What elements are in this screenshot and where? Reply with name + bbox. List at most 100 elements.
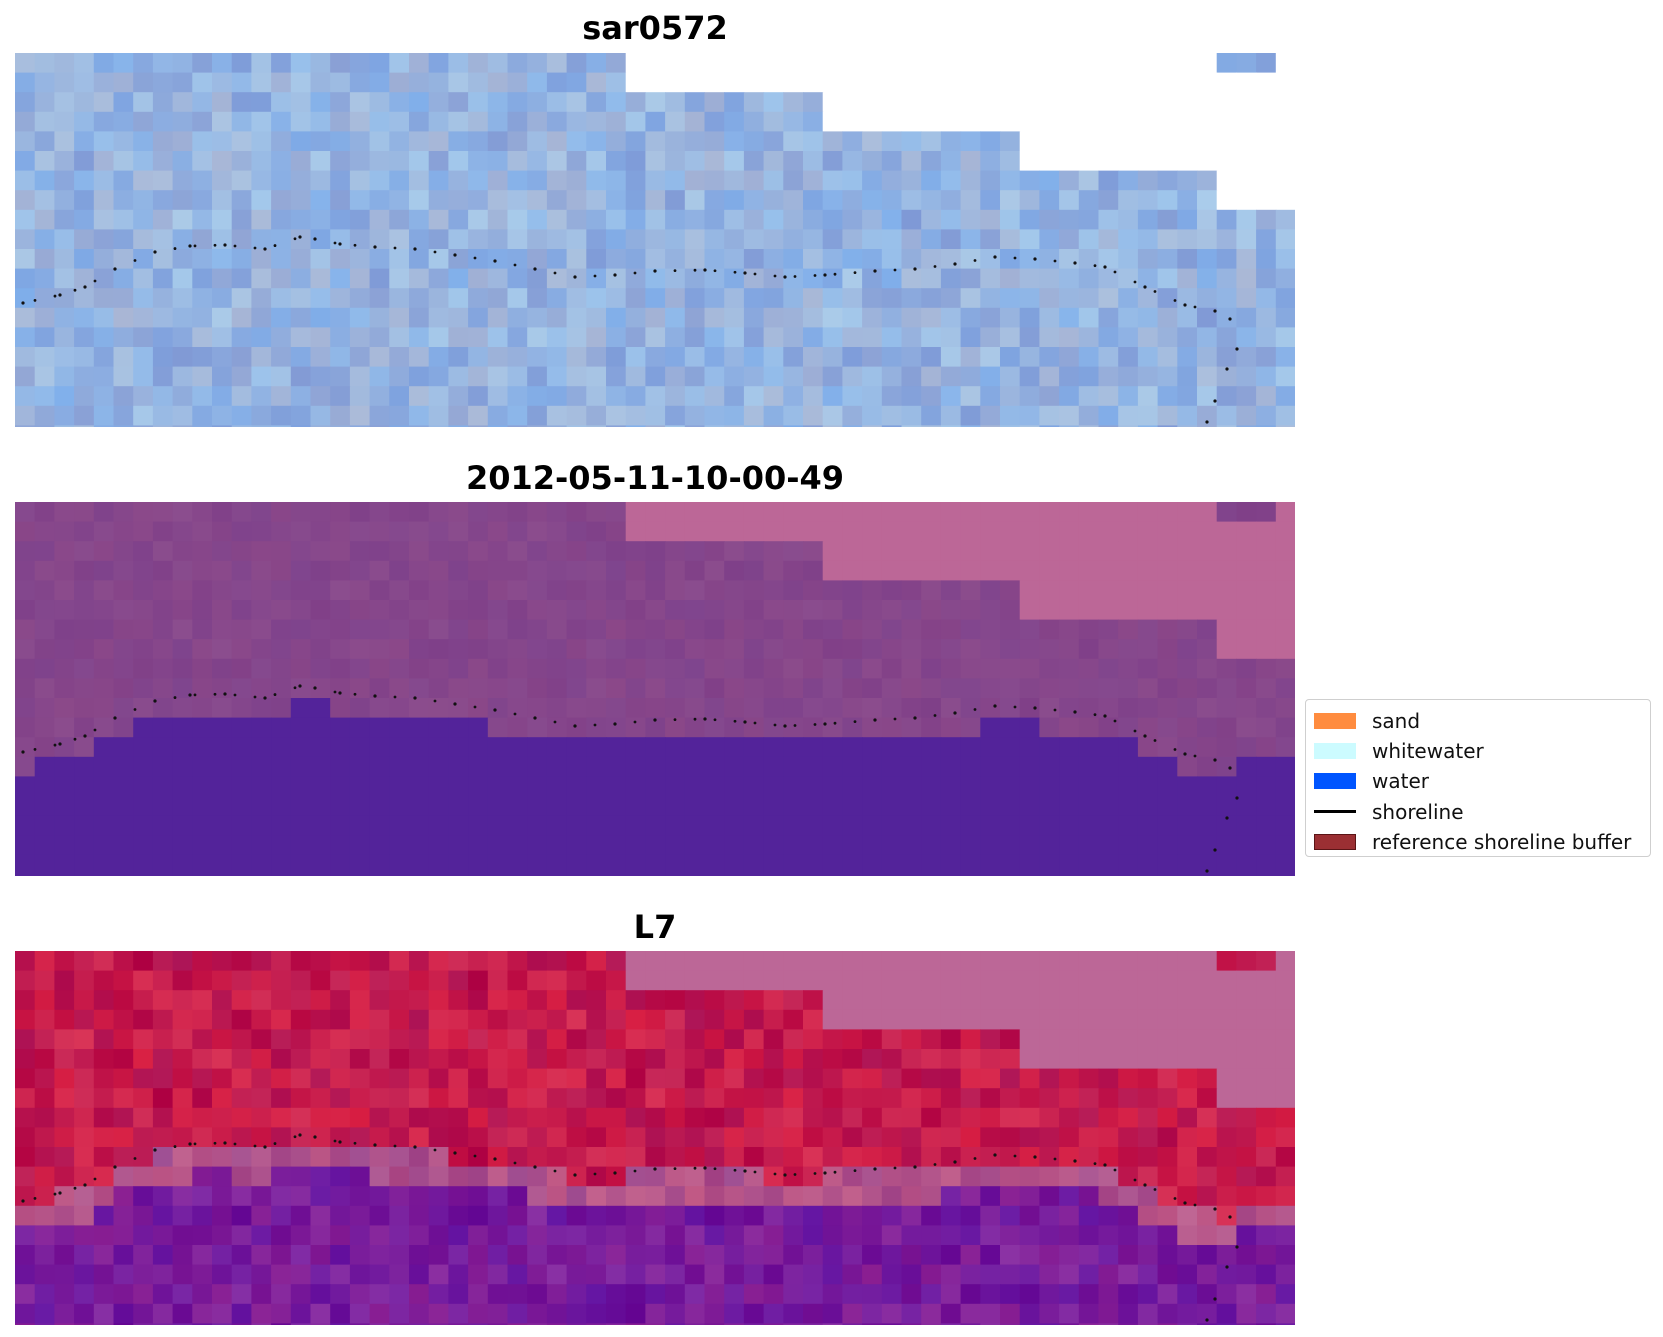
pixel-cell — [803, 776, 824, 797]
pixel-cell — [1039, 111, 1060, 132]
pixel-cell — [152, 1323, 174, 1325]
pixel-cell — [448, 560, 469, 581]
pixel-cell — [330, 521, 351, 542]
pixel-cell — [1216, 1264, 1237, 1285]
pixel-cell — [133, 1009, 154, 1030]
pixel-cell — [1157, 951, 1178, 972]
pixel-cell — [783, 737, 804, 758]
pixel-cell — [507, 521, 528, 542]
pixel-cell — [625, 1107, 646, 1128]
pixel-cell — [330, 209, 351, 230]
pixel-cell — [507, 268, 528, 289]
shoreline-point — [873, 269, 877, 273]
pixel-cell — [74, 1323, 95, 1325]
pixel-cell — [74, 209, 95, 230]
pixel-cell — [74, 288, 95, 309]
pixel-cell — [428, 327, 449, 348]
pixel-cell — [704, 307, 725, 328]
pixel-cell — [468, 541, 489, 562]
pixel-cell — [822, 970, 843, 991]
pixel-cell — [803, 796, 824, 817]
pixel-cell — [231, 580, 252, 601]
pixel-cell — [15, 190, 36, 211]
pixel-cell — [290, 53, 312, 74]
pixel-cell — [665, 131, 686, 152]
pixel-cell — [1197, 327, 1218, 348]
pixel-cell — [1019, 990, 1040, 1011]
pixel-cell — [763, 521, 784, 542]
pixel-cell — [625, 1068, 646, 1089]
pixel-cell — [1000, 366, 1021, 387]
shoreline-point — [133, 708, 137, 711]
pixel-cell — [546, 131, 568, 152]
pixel-cell — [862, 1284, 883, 1305]
pixel-cell — [290, 209, 312, 230]
shoreline-point — [793, 724, 797, 727]
pixel-cell — [704, 249, 725, 270]
pixel-cell — [231, 619, 252, 640]
pixel-cell — [389, 970, 410, 991]
shoreline-point — [823, 722, 827, 726]
pixel-cell — [901, 229, 922, 250]
pixel-cell — [487, 307, 509, 328]
shoreline-point — [413, 1145, 417, 1149]
pixel-cell — [1256, 1284, 1277, 1305]
pixel-cell — [54, 1147, 75, 1168]
pixel-cell — [1256, 678, 1277, 699]
pixel-cell — [93, 698, 115, 719]
pixel-cell — [842, 1166, 863, 1187]
pixel-cell — [1216, 229, 1237, 250]
pixel-cell — [1197, 170, 1218, 191]
pixel-cell — [822, 386, 843, 407]
pixel-cell — [133, 209, 154, 230]
pixel-cell — [212, 405, 233, 426]
pixel-cell — [527, 1107, 548, 1128]
shoreline-point — [633, 271, 637, 275]
pixel-cell — [15, 53, 36, 74]
pixel-cell — [152, 1068, 174, 1089]
pixel-cell — [349, 970, 371, 991]
shoreline-point — [53, 294, 57, 298]
pixel-cell — [133, 541, 154, 562]
pixel-cell — [271, 1049, 292, 1070]
pixel-cell — [487, 92, 509, 113]
pixel-cell — [763, 131, 784, 152]
pixel-cell — [1039, 327, 1060, 348]
pixel-cell — [1177, 307, 1198, 328]
pixel-cell — [271, 990, 292, 1011]
pixel-cell — [487, 405, 509, 426]
pixel-cell — [625, 658, 646, 679]
pixel-cell — [1078, 170, 1100, 191]
pixel-cell — [369, 170, 390, 191]
pixel-cell — [1177, 229, 1198, 250]
pixel-cell — [1256, 268, 1277, 289]
pixel-cell — [1197, 1303, 1218, 1324]
pixel-cell — [487, 170, 509, 191]
pixel-cell — [487, 1205, 509, 1226]
pixel-cell — [1197, 1264, 1218, 1285]
pixel-cell — [724, 366, 745, 387]
pixel-cell — [743, 1166, 765, 1187]
pixel-cell — [251, 737, 272, 758]
pixel-cell — [901, 1264, 922, 1285]
pixel-cell — [546, 190, 568, 211]
pixel-cell — [743, 347, 765, 368]
pixel-cell — [1039, 717, 1060, 738]
pixel-cell — [428, 600, 449, 621]
pixel-cell — [901, 658, 922, 679]
pixel-cell — [507, 990, 528, 1011]
pixel-cell — [448, 72, 469, 93]
pixel-cell — [743, 580, 765, 601]
pixel-cell — [901, 92, 922, 113]
pixel-cell — [665, 970, 686, 991]
pixel-cell — [566, 815, 587, 836]
pixel-cell — [428, 1264, 449, 1285]
pixel-cell — [724, 1068, 745, 1089]
pixel-cell — [74, 990, 95, 1011]
pixel-cell — [1059, 737, 1080, 758]
shoreline-point — [173, 247, 177, 250]
pixel-cell — [1000, 815, 1021, 836]
pixel-cell — [527, 717, 548, 738]
pixel-cell — [251, 1303, 272, 1324]
pixel-cell — [566, 1029, 587, 1050]
